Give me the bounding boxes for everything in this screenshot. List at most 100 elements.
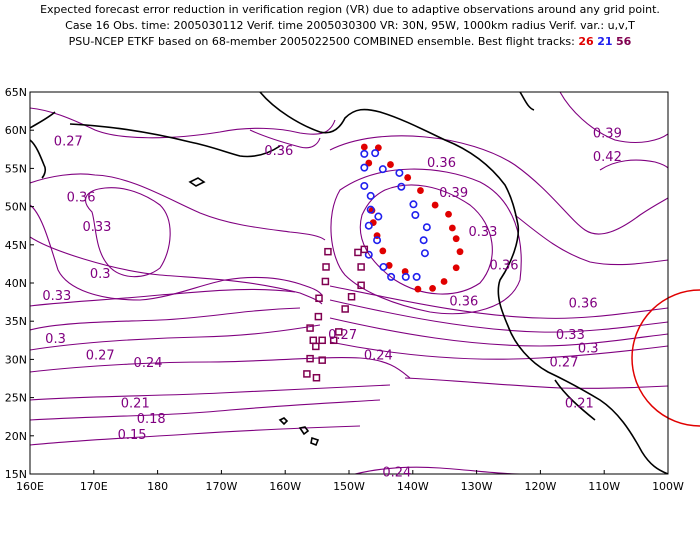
track-56-point: [357, 281, 365, 290]
track-21-point: [422, 223, 431, 232]
y-tick-label: 15N: [5, 468, 27, 481]
title-line-1: Expected forecast error reduction in ver…: [40, 3, 660, 16]
contour-lines: [30, 92, 668, 474]
title-line-2: Case 16 Obs. time: 2005030112 Verif. tim…: [65, 19, 635, 32]
x-tick-label: 170W: [205, 480, 237, 493]
track-21-point: [397, 182, 406, 191]
track-56-point: [312, 373, 321, 382]
contour-label: 0.36: [569, 297, 598, 312]
x-tick-label: 160W: [269, 480, 301, 493]
track-56-point: [324, 247, 332, 256]
contour-label: 0.27: [328, 328, 357, 343]
contour-labels: 0.270.360.360.330.30.330.30.270.240.210.…: [42, 126, 622, 480]
x-tick-label: 170E: [80, 480, 108, 493]
contour-label: 0.27: [54, 135, 83, 150]
track-26-point: [429, 284, 436, 292]
track-56-point: [322, 263, 330, 271]
contour-label: 0.3: [90, 267, 111, 282]
track-26-point: [456, 248, 464, 256]
track-56-point: [329, 336, 338, 345]
track-56-point: [347, 293, 356, 301]
track-56-point: [315, 294, 323, 303]
contour-label: 0.36: [264, 144, 293, 159]
track-26-point: [417, 187, 424, 194]
coastlines: [30, 92, 668, 474]
x-tick-label: 110W: [588, 480, 620, 493]
track-56-point: [357, 263, 365, 271]
track-56-point: [318, 356, 326, 364]
x-tick-label: 160E: [16, 480, 44, 493]
y-tick-label: 20N: [5, 430, 27, 443]
track-26-point: [404, 174, 412, 181]
track-21-point: [374, 212, 383, 221]
contour-label: 0.24: [134, 356, 163, 371]
title-line-3: PSU-NCEP ETKF based on 68-member 2005022…: [0, 34, 700, 50]
track-56-point: [341, 305, 349, 313]
x-tick-label: 120W: [524, 480, 556, 493]
contour-label: 0.33: [42, 289, 71, 304]
contour-label: 0.3: [45, 332, 66, 347]
track-21-point: [411, 211, 420, 220]
track-56-point: [314, 312, 323, 321]
contour-label: 0.15: [118, 428, 147, 443]
y-tick-label: 50N: [5, 201, 27, 214]
track-26-point: [379, 247, 387, 255]
contour-label: 0.39: [439, 186, 468, 201]
x-tick-label: 140W: [397, 480, 429, 493]
track-56-point: [335, 328, 343, 336]
x-tick-label: 130W: [461, 480, 493, 493]
contour-label: 0.21: [121, 397, 150, 412]
title-block: Expected forecast error reduction in ver…: [0, 2, 700, 50]
y-tick-label: 45N: [5, 239, 27, 252]
contour-label: 0.42: [593, 150, 622, 165]
verification-region-circle: [631, 289, 700, 427]
track-26-point: [448, 224, 456, 232]
track-21-point: [412, 272, 421, 281]
track-21-point: [409, 200, 418, 209]
track-56-point: [318, 336, 326, 345]
x-axis-labels: 160E 170E 180 170W 160W 150W 140W 130W 120W 110W 1…: [16, 470, 684, 493]
map-frame: [29, 91, 669, 475]
contour-label: 0.36: [490, 258, 519, 273]
y-tick-label: 40N: [5, 277, 27, 290]
track-21-point: [395, 168, 404, 177]
contour-label: 0.36: [449, 294, 478, 309]
track-21-point: [360, 149, 369, 158]
track-26-point: [360, 143, 368, 151]
track-21-point: [419, 236, 428, 245]
track-56-label: 56: [616, 35, 632, 48]
contour-label: 0.39: [593, 126, 622, 141]
y-tick-label: 60N: [5, 124, 27, 137]
track-21-point: [364, 250, 373, 259]
track-21-point: [360, 181, 369, 190]
track-26-label: 26: [578, 35, 594, 48]
track-56-point: [360, 245, 369, 254]
track-21-point: [379, 262, 388, 271]
track-56-point: [312, 342, 320, 351]
track-56-point: [321, 277, 330, 286]
track-26-point: [431, 201, 439, 209]
track-21-point: [373, 236, 382, 245]
track-56-point: [306, 354, 314, 363]
x-tick-label: 150W: [333, 480, 365, 493]
contour-label: 0.21: [565, 397, 594, 412]
track-26-point: [445, 210, 452, 218]
y-tick-label: 30N: [5, 353, 27, 366]
track-26-point: [452, 235, 460, 243]
track-26-point: [440, 278, 448, 285]
track-56-point: [303, 370, 311, 378]
track-21-label: 21: [597, 35, 613, 48]
contour-label: 0.27: [86, 349, 115, 364]
track-21-point: [420, 249, 429, 258]
track-56-point: [306, 324, 314, 332]
y-tick-label: 65N: [5, 86, 27, 99]
contour-label: 0.3: [578, 342, 599, 357]
track-21-point: [387, 272, 396, 281]
y-tick-label: 55N: [5, 162, 27, 175]
contour-label: 0.33: [556, 328, 585, 343]
track-21-point: [371, 149, 380, 158]
track-26-point: [452, 264, 460, 272]
flight-tracks: [303, 143, 464, 382]
title-line-3-prefix: PSU-NCEP ETKF based on 68-member 2005022…: [68, 35, 575, 48]
